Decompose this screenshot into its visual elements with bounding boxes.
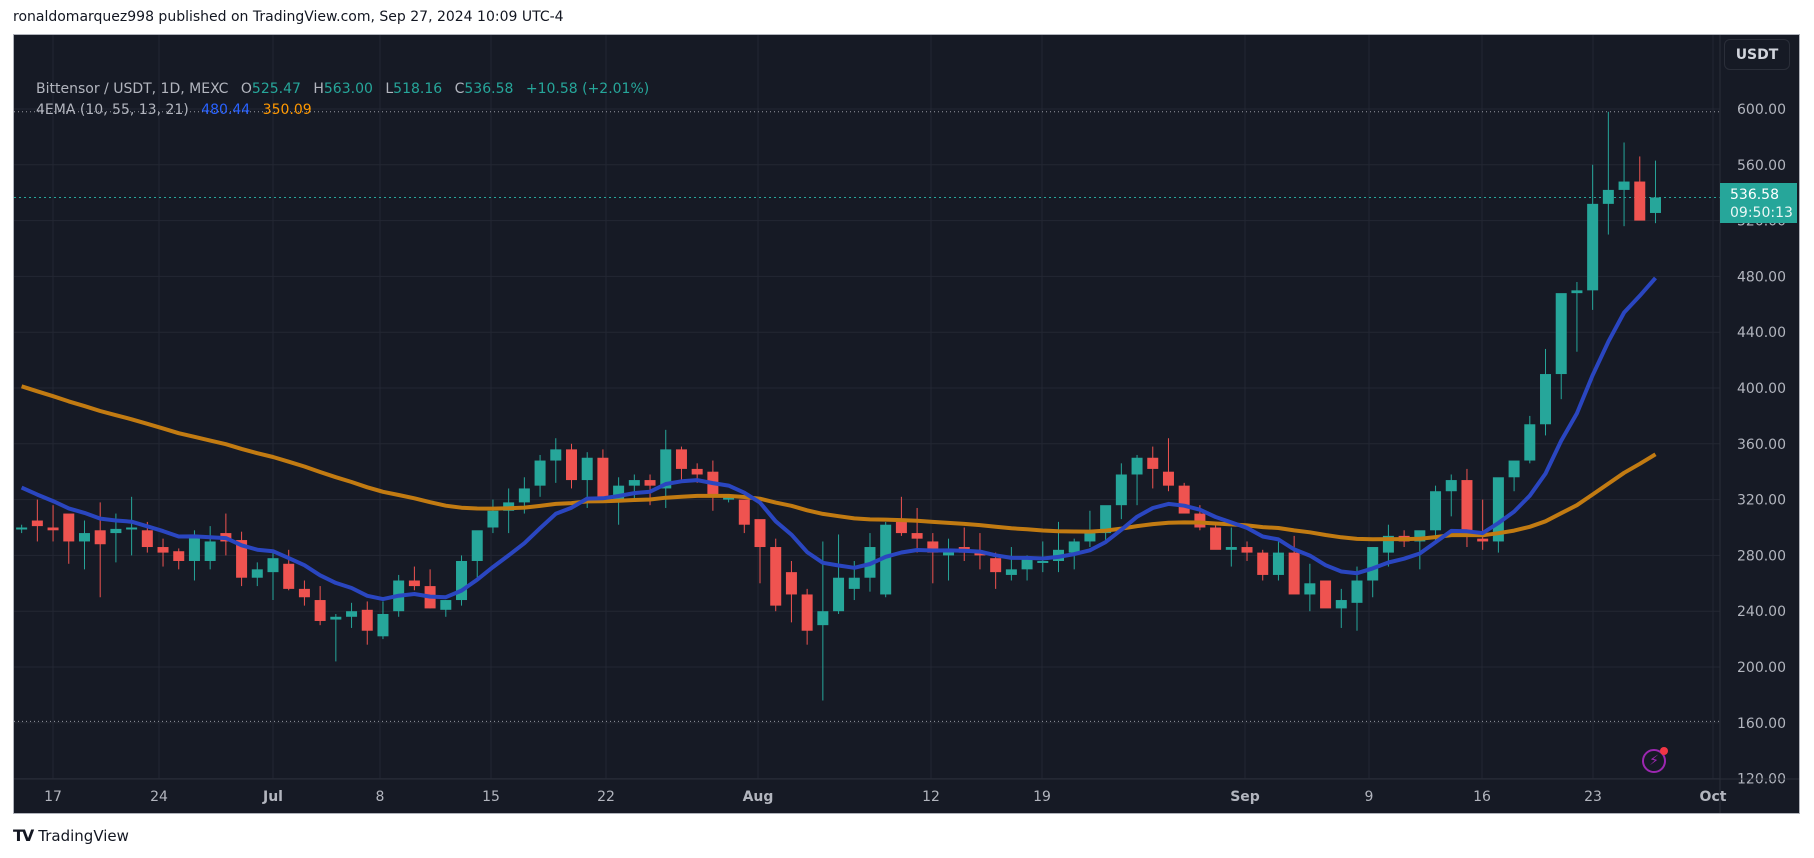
chart-legend: Bittensor / USDT, 1D, MEXC O525.47 H563.… [36, 79, 649, 121]
svg-text:600.00: 600.00 [1737, 102, 1786, 118]
open-value: 525.47 [251, 81, 301, 97]
svg-text:400.00: 400.00 [1737, 381, 1786, 397]
ema-fast-value: 480.44 [201, 102, 251, 118]
lightning-icon[interactable]: ⚡ [1642, 747, 1668, 773]
svg-text:23: 23 [1584, 789, 1602, 805]
indicator-row: 4EMA (10, 55, 13, 21) 480.44 350.09 [36, 100, 649, 121]
svg-text:480.00: 480.00 [1737, 269, 1786, 285]
svg-text:560.00: 560.00 [1737, 158, 1786, 174]
indicator-title[interactable]: 4EMA (10, 55, 13, 21) [36, 102, 189, 118]
svg-text:Jul: Jul [262, 789, 283, 805]
ema-slow-value: 350.09 [262, 102, 312, 118]
svg-text:19: 19 [1033, 789, 1051, 805]
svg-text:Oct: Oct [1700, 789, 1727, 805]
svg-text:320.00: 320.00 [1737, 493, 1786, 509]
bar-countdown: 09:50:13 [1730, 205, 1793, 221]
svg-text:9: 9 [1365, 789, 1374, 805]
footer: TV TradingView [13, 826, 129, 845]
ohlc-row: Bittensor / USDT, 1D, MEXC O525.47 H563.… [36, 81, 650, 97]
brand-name[interactable]: TradingView [38, 826, 129, 845]
svg-text:160.00: 160.00 [1737, 716, 1786, 732]
candlestick-chart[interactable]: 600.00560.00520.00480.00440.00400.00360.… [14, 35, 1800, 814]
svg-text:24: 24 [150, 789, 168, 805]
svg-text:200.00: 200.00 [1737, 660, 1786, 676]
svg-text:280.00: 280.00 [1737, 548, 1786, 564]
svg-text:Sep: Sep [1230, 789, 1260, 805]
svg-text:15: 15 [482, 789, 500, 805]
notification-dot [1660, 747, 1668, 755]
svg-text:16: 16 [1473, 789, 1491, 805]
publish-info: ronaldomarquez998 published on TradingVi… [13, 9, 564, 25]
close-value: 536.58 [464, 81, 514, 97]
svg-text:22: 22 [597, 789, 615, 805]
last-price: 536.58 [1730, 187, 1779, 203]
currency-button[interactable]: USDT [1724, 39, 1790, 70]
change-value: +10.58 (+2.01%) [525, 81, 650, 97]
svg-text:120.00: 120.00 [1737, 772, 1786, 788]
svg-text:360.00: 360.00 [1737, 437, 1786, 453]
symbol-title[interactable]: Bittensor / USDT, 1D, MEXC [36, 81, 229, 97]
svg-text:8: 8 [376, 789, 385, 805]
last-price-badge: 536.58 09:50:13 [1720, 183, 1797, 223]
svg-text:12: 12 [922, 789, 940, 805]
high-value: 563.00 [323, 81, 373, 97]
low-value: 518.16 [393, 81, 443, 97]
chart-frame[interactable]: 600.00560.00520.00480.00440.00400.00360.… [13, 34, 1800, 814]
tradingview-logo-icon[interactable]: TV [13, 826, 34, 845]
svg-text:Aug: Aug [743, 789, 774, 805]
svg-text:240.00: 240.00 [1737, 604, 1786, 620]
svg-text:440.00: 440.00 [1737, 325, 1786, 341]
svg-text:17: 17 [44, 789, 62, 805]
